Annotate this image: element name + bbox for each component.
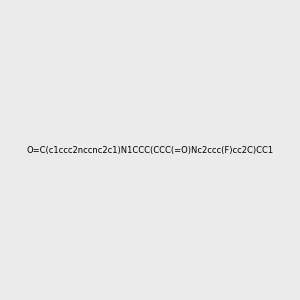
Text: O=C(c1ccc2nccnc2c1)N1CCC(CCC(=O)Nc2ccc(F)cc2C)CC1: O=C(c1ccc2nccnc2c1)N1CCC(CCC(=O)Nc2ccc(F…	[26, 146, 274, 154]
